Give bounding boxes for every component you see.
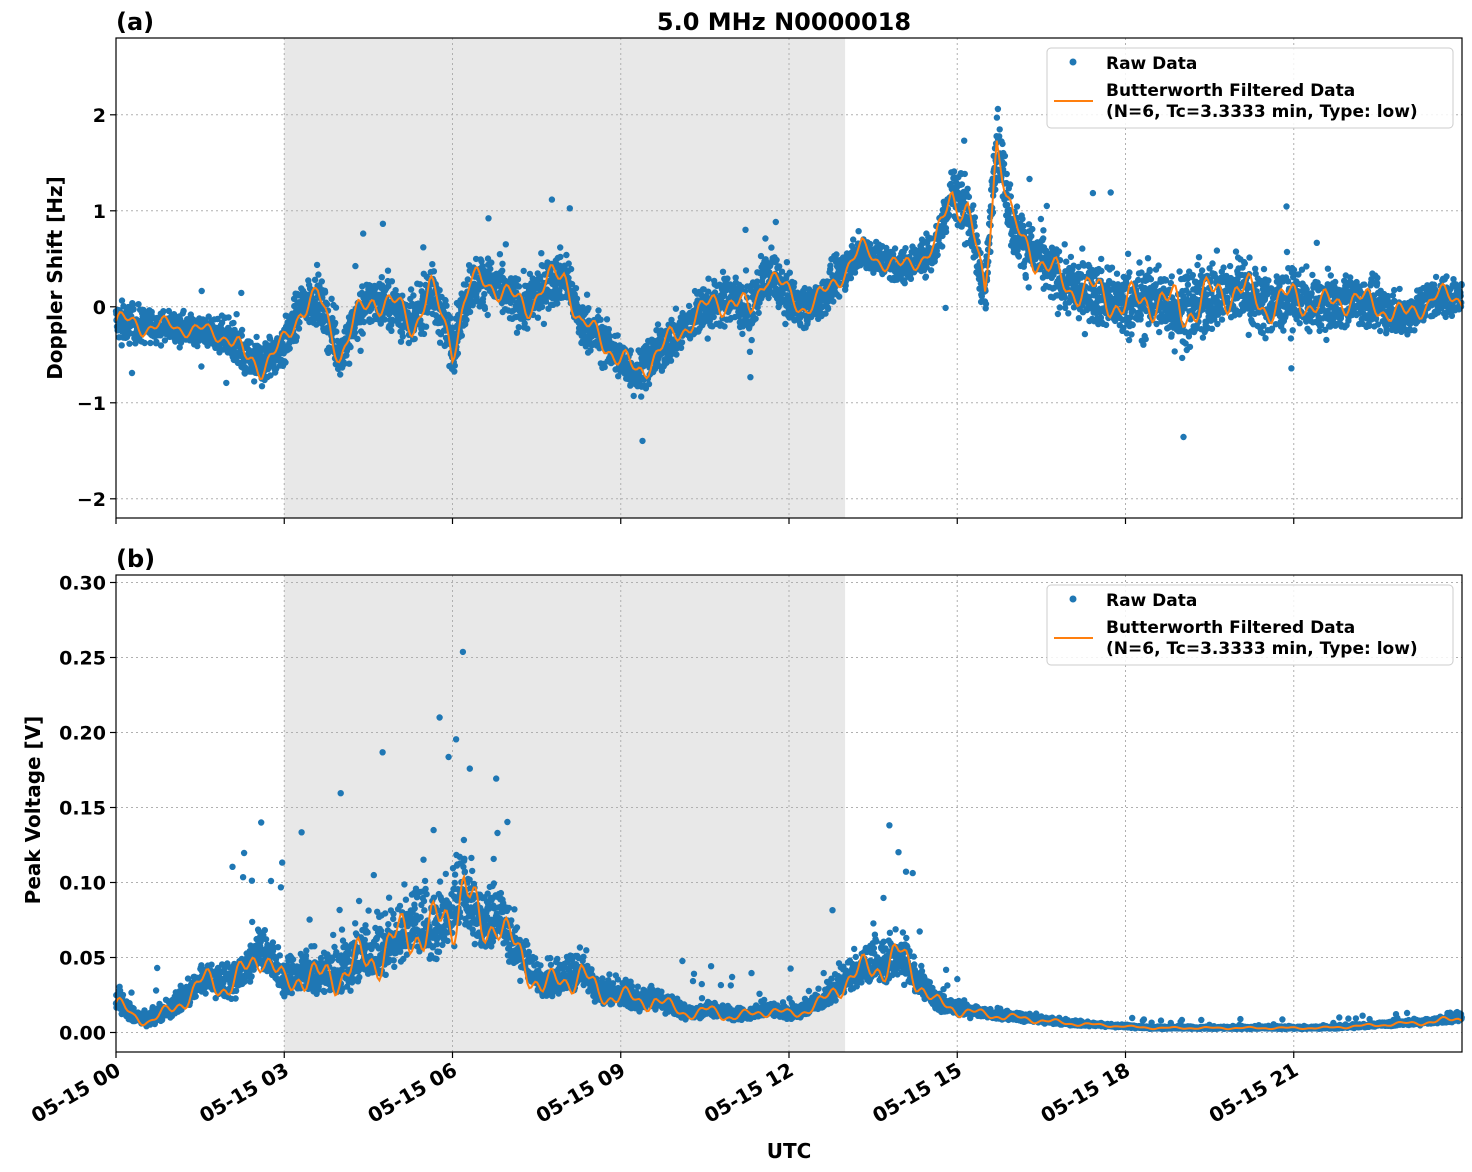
y-tick-label: 0.05: [59, 948, 106, 970]
y-tick-label: 0.30: [59, 573, 106, 595]
x-axis-label: UTC: [767, 1139, 812, 1163]
raw-data-scatter-a: [112, 105, 1465, 445]
legend-filtered-label-a-2: (N=6, Tc=3.3333 min, Type: low): [1106, 102, 1418, 122]
x-tick-label: 05-15 12: [700, 1058, 798, 1128]
y-ticks-a: 2 1 0 −1 −2: [77, 105, 116, 511]
legend-b: Raw Data Butterworth Filtered Data (N=6,…: [1046, 584, 1454, 666]
legend-box-a: [1046, 47, 1454, 129]
x-ticks-a: [115, 518, 1295, 524]
legend-raw-marker-b: [1069, 595, 1077, 603]
legend-filtered-label-a-1: Butterworth Filtered Data: [1106, 81, 1355, 101]
legend-raw-label-b: Raw Data: [1106, 591, 1197, 611]
figure-title: 5.0 MHz N0000018: [657, 8, 911, 36]
y-ticks-b: 0.30 0.25 0.20 0.15 0.10 0.05 0.00: [59, 573, 116, 1045]
y-tick-label: 2: [93, 105, 106, 127]
legend-filtered-label-b-1: Butterworth Filtered Data: [1106, 618, 1355, 638]
filtered-line-b: [115, 873, 1463, 1031]
y-tick-label: 1: [93, 201, 106, 223]
y-axis-label-a: Doppler Shift [Hz]: [43, 176, 67, 380]
y-tick-label: 0.15: [59, 798, 106, 820]
y-tick-label: −2: [77, 489, 106, 511]
x-tick-label: 05-15 09: [532, 1058, 630, 1128]
y-tick-label: 0.10: [59, 873, 106, 895]
x-ticks-b: 05-15 00 05-15 03 05-15 06 05-15 09 05-15 12…: [27, 1052, 1302, 1128]
panel-doppler: 2 1 0 −1 −2 (a) 5.0 MHz N0000018 Doppler Shi…: [43, 8, 1465, 524]
legend-raw-marker-a: [1069, 58, 1077, 66]
x-tick-label: 05-15 15: [868, 1058, 966, 1128]
y-tick-label: 0.25: [59, 648, 106, 670]
y-axis-label-b: Peak Voltage [V]: [21, 716, 45, 905]
raw-data-points: [112, 105, 1465, 445]
x-tick-label: 05-15 03: [195, 1058, 293, 1128]
legend-box-b: [1046, 584, 1454, 666]
x-tick-label: 05-15 00: [27, 1058, 125, 1128]
y-tick-label: 0: [93, 297, 106, 319]
panel-voltage: 0.300.250.200.150.100.050.00 05-15 00 05-…: [21, 545, 1465, 1128]
x-tick-label: 05-15 18: [1036, 1058, 1134, 1128]
filtered-line-a: [115, 140, 1463, 381]
panel-label-b: (b): [116, 545, 155, 573]
x-tick-label: 05-15 06: [363, 1058, 461, 1128]
y-tick-label: 0.20: [59, 723, 106, 745]
legend-a: Raw Data Butterworth Filtered Data (N=6,…: [1046, 47, 1454, 129]
legend-raw-label-a: Raw Data: [1106, 54, 1197, 74]
panel-label-a: (a): [116, 8, 154, 36]
y-tick-label: 0.00: [59, 1023, 106, 1045]
legend-filtered-label-b-2: (N=6, Tc=3.3333 min, Type: low): [1106, 639, 1418, 659]
x-tick-label: 05-15 21: [1205, 1058, 1303, 1128]
y-tick-label: −1: [77, 393, 106, 415]
